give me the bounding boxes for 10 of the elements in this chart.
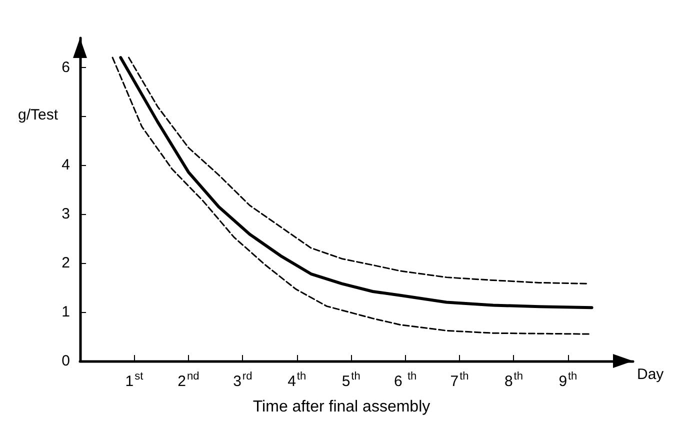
y-tick-label: 0: [62, 352, 70, 370]
y-tick-label: 4: [62, 156, 70, 174]
y-axis-title: g/Test: [18, 106, 59, 124]
y-tick-label: 2: [62, 254, 70, 272]
x-axis-title: Time after final assembly: [252, 398, 430, 416]
y-tick-label: 1: [62, 304, 70, 321]
y-tick-label: 3: [62, 206, 70, 223]
y-tick-label: 6: [62, 58, 70, 76]
x-tick-label: 6 th: [394, 370, 417, 390]
text: Day: [637, 366, 664, 383]
